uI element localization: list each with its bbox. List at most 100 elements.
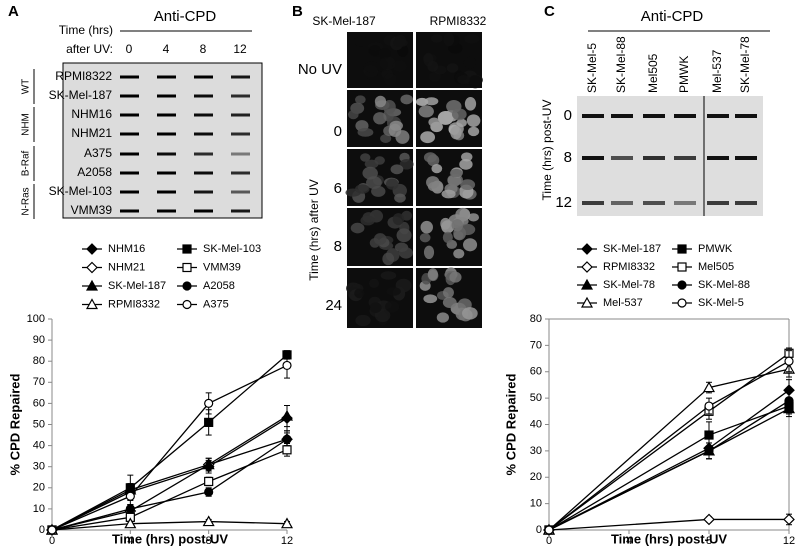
x-tick-label: 4 bbox=[127, 535, 133, 546]
legend-label: A375 bbox=[203, 298, 229, 310]
nucleus bbox=[467, 213, 480, 222]
blot-band bbox=[194, 209, 213, 213]
nucleus bbox=[364, 159, 379, 169]
column-label: SK-Mel-187 bbox=[312, 14, 376, 28]
row-label: 0 bbox=[334, 123, 342, 140]
row-label: A375 bbox=[84, 146, 112, 160]
blot-band bbox=[194, 190, 213, 194]
x-tick-label: 8 bbox=[206, 535, 212, 546]
x-tick-label: 12 bbox=[281, 535, 293, 546]
marker bbox=[124, 517, 137, 529]
row-label: 8 bbox=[564, 149, 572, 166]
blot-band bbox=[120, 171, 139, 175]
marker bbox=[202, 458, 215, 470]
image-grid: No UV 0 6 8 24 bbox=[298, 32, 483, 328]
nucleus bbox=[440, 217, 451, 230]
y-tick-label: 60 bbox=[530, 366, 542, 378]
nucleus bbox=[420, 131, 436, 144]
nucleus bbox=[443, 287, 454, 299]
nucleus bbox=[384, 73, 397, 86]
blot-band bbox=[231, 132, 250, 136]
time-label: 12 bbox=[233, 42, 247, 56]
blot-band bbox=[157, 113, 176, 117]
blot-band bbox=[735, 156, 757, 160]
row-label: NHM16 bbox=[71, 107, 112, 121]
nucleus bbox=[426, 176, 440, 189]
y-tick-label: 40 bbox=[530, 418, 542, 430]
nucleus bbox=[423, 245, 435, 260]
row-label: No UV bbox=[298, 61, 342, 78]
row-label: 12 bbox=[555, 194, 572, 211]
nucleus bbox=[374, 95, 387, 108]
sample-label: SK-Mel-78 bbox=[738, 36, 752, 93]
nucleus bbox=[399, 158, 414, 170]
marker bbox=[581, 243, 593, 255]
marker bbox=[677, 262, 687, 272]
blot-band bbox=[231, 152, 250, 156]
blot-band bbox=[231, 94, 250, 98]
marker bbox=[544, 525, 554, 535]
y-axis-title: % CPD Repaired bbox=[503, 374, 518, 476]
series-line bbox=[51, 364, 288, 531]
blot-band bbox=[707, 201, 729, 205]
y-tick-label: 20 bbox=[33, 482, 45, 494]
nucleus bbox=[436, 312, 449, 323]
y-tick-label: 20 bbox=[530, 471, 542, 483]
nucleus bbox=[355, 314, 371, 327]
nucleus bbox=[462, 307, 478, 320]
blot-band bbox=[157, 94, 176, 98]
row-label: RPMI8322 bbox=[55, 69, 112, 83]
nucleus bbox=[466, 114, 481, 127]
y-tick-label: 50 bbox=[530, 392, 542, 404]
nucleus bbox=[392, 38, 408, 48]
legend-label: VMM39 bbox=[203, 261, 241, 273]
nucleus bbox=[451, 219, 464, 232]
time-label: 8 bbox=[200, 42, 207, 56]
blot-band bbox=[707, 114, 729, 118]
blot-title: Anti-CPD bbox=[641, 8, 704, 25]
y-tick-label: 40 bbox=[33, 440, 45, 452]
marker bbox=[704, 446, 714, 456]
marker bbox=[204, 417, 214, 427]
marker bbox=[125, 491, 135, 501]
marker bbox=[580, 278, 594, 290]
x-tick-label: 4 bbox=[626, 535, 632, 546]
blot-a: 0 4 8 12 RPMI8322 SK-Mel-187 NHM16 NHM21 A375 A20… bbox=[21, 42, 250, 219]
marker bbox=[182, 281, 192, 291]
nucleus bbox=[394, 193, 406, 203]
blot-band bbox=[582, 201, 604, 205]
marker bbox=[580, 296, 594, 308]
nucleus bbox=[386, 287, 401, 296]
marker bbox=[182, 244, 192, 254]
x-axis-title: Time (hrs) post-UV bbox=[611, 531, 727, 546]
series-line bbox=[51, 417, 288, 531]
nucleus bbox=[376, 58, 388, 72]
row-label: 0 bbox=[564, 107, 572, 124]
legend-label: RPMI8332 bbox=[603, 261, 655, 273]
group-label: N-Ras bbox=[21, 187, 32, 215]
blot-band bbox=[643, 156, 665, 160]
nucleus bbox=[423, 152, 437, 163]
nucleus bbox=[451, 108, 467, 121]
marker bbox=[703, 513, 715, 526]
blot-band bbox=[157, 152, 176, 156]
nucleus bbox=[401, 210, 413, 221]
y-tick-label: 80 bbox=[530, 313, 542, 325]
blot-band bbox=[120, 75, 139, 79]
sample-label: SK-Mel-5 bbox=[585, 43, 599, 93]
blot-band bbox=[735, 114, 757, 118]
marker bbox=[182, 262, 192, 273]
sample-label: Mel505 bbox=[646, 53, 660, 93]
row-label: 24 bbox=[325, 297, 342, 314]
nucleus bbox=[396, 228, 412, 243]
y-tick-label: 90 bbox=[33, 334, 45, 346]
nucleus bbox=[383, 99, 396, 114]
marker bbox=[204, 487, 214, 497]
nucleus bbox=[355, 184, 370, 194]
blot-band bbox=[231, 75, 250, 79]
legend-label: NHM21 bbox=[108, 261, 145, 273]
blot-band bbox=[120, 190, 139, 194]
blot-panel bbox=[577, 96, 763, 216]
row-label: 6 bbox=[334, 180, 342, 197]
nucleus bbox=[378, 48, 391, 59]
